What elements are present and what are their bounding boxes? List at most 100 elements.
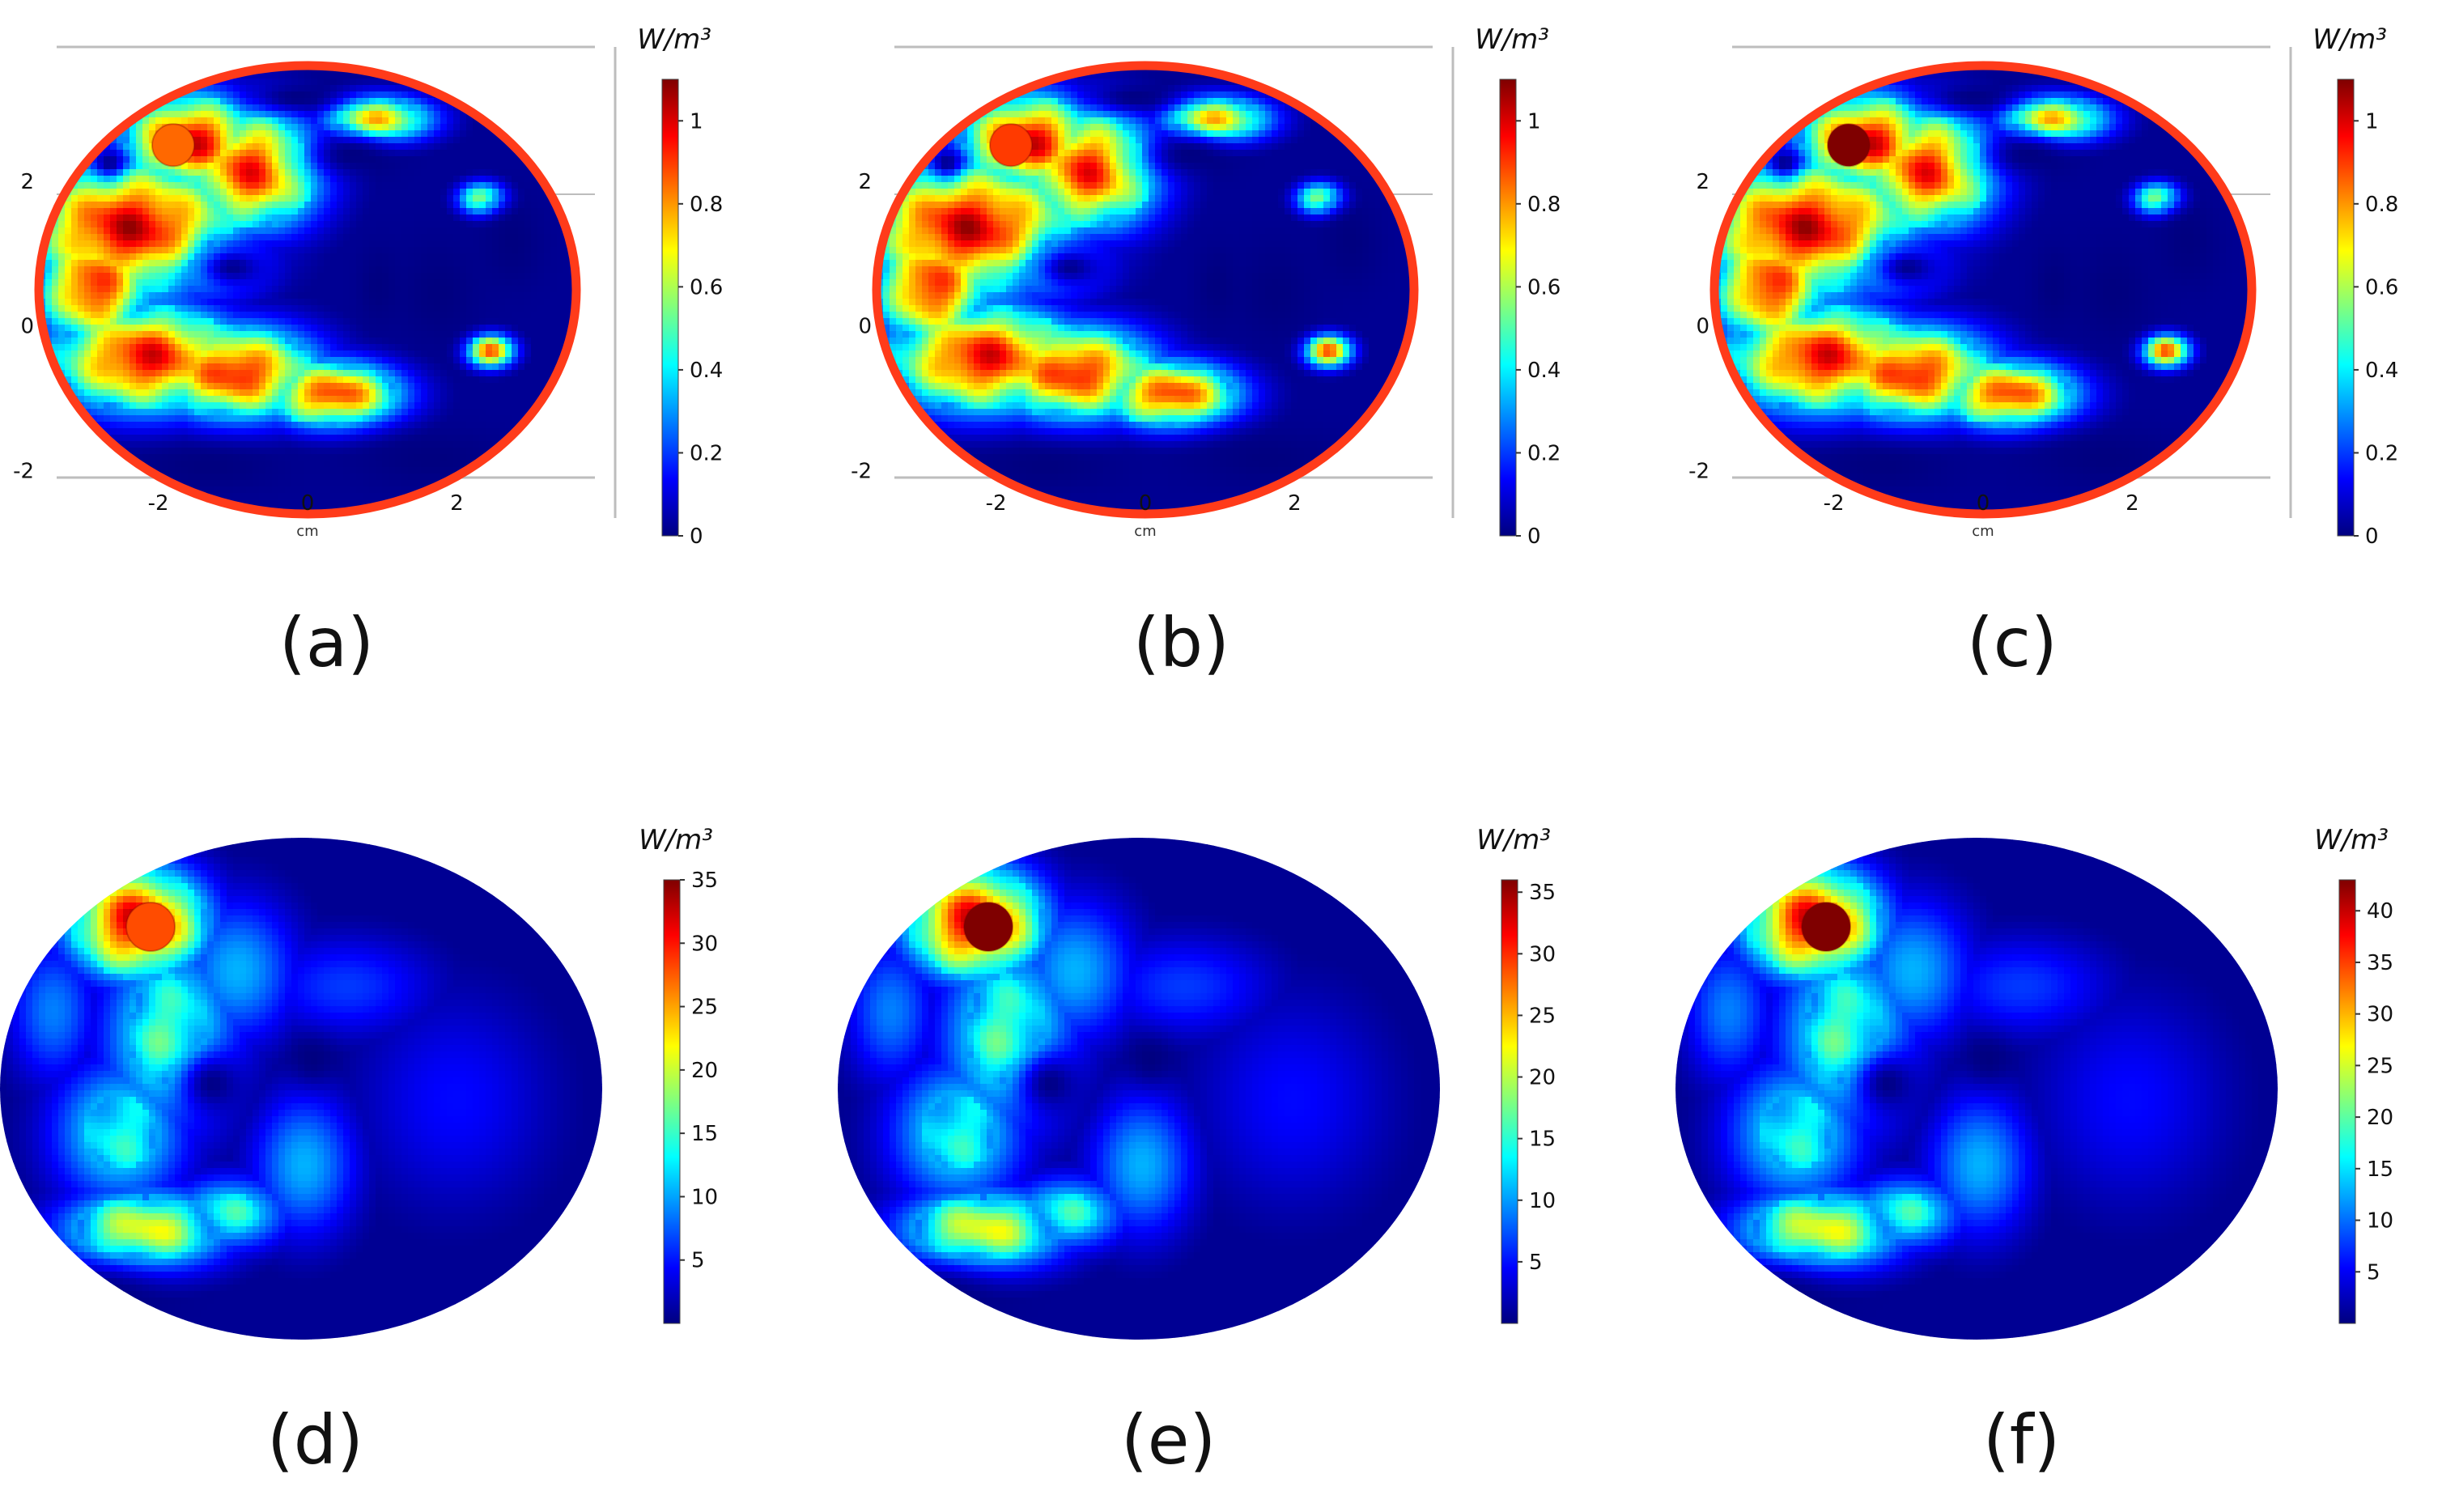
heatmap-f-cells — [1675, 838, 2278, 1340]
colorbar-tick-label: 20 — [2367, 1106, 2393, 1130]
colorbar-tick-label: 10 — [2367, 1209, 2393, 1234]
heatmap-f: W/m³ 5 10 15 20 25 30 35 40 — [1675, 824, 2393, 1340]
colorbar-gradient — [1499, 79, 1517, 537]
x-tick-label: -2 — [1824, 491, 1845, 516]
y-tick-label: -2 — [851, 459, 872, 483]
colorbar-unit: W/m³ — [639, 824, 713, 856]
panel-d: W/m³ 5 10 15 20 25 30 35 — [0, 801, 809, 1368]
colorbar-tick-label: 10 — [1529, 1189, 1556, 1213]
heatmap-e: W/m³ 5 10 15 20 25 30 35 — [838, 824, 1556, 1340]
heatmap-b-ticks: -2 0 2 2 0 -2 cm — [851, 170, 1302, 540]
inclusion-marker — [989, 123, 1033, 168]
x-tick-label: 2 — [450, 491, 464, 516]
caption-f: (f) — [1983, 1400, 2060, 1480]
colorbar-tick-label: 5 — [2367, 1260, 2380, 1285]
colorbar-tick-label: 20 — [691, 1059, 718, 1083]
y-tick-label: 2 — [1696, 170, 1709, 194]
colorbar-tick-label: 40 — [2367, 899, 2393, 924]
colorbar-unit: W/m³ — [1476, 824, 1551, 856]
colorbar-tick-label: 0.8 — [2365, 193, 2398, 217]
y-tick-label: 0 — [1696, 315, 1709, 339]
inclusion-marker — [1801, 902, 1851, 952]
heatmap-c: -2 0 2 2 0 -2 cm W/m³ 0 0.2 0.4 0.6 0.8 1 — [1688, 23, 2398, 549]
x-tick-label: 0 — [1977, 491, 1990, 516]
inclusion-marker — [125, 902, 176, 952]
colorbar-tick-label: 5 — [1529, 1251, 1543, 1275]
colorbar-unit: W/m³ — [2314, 824, 2389, 856]
panel-f: W/m³ 5 10 15 20 25 30 35 40 — [1675, 801, 2442, 1368]
colorbar-tick-label: 15 — [691, 1122, 718, 1146]
colorbar-tick-label: 0.6 — [690, 275, 723, 299]
y-tick-label: -2 — [1688, 459, 1709, 483]
heatmap-e-cells — [838, 838, 1440, 1340]
colorbar-tick-label: 35 — [2367, 951, 2393, 975]
heatmap-e-colorbar: W/m³ 5 10 15 20 25 30 35 — [1476, 824, 1556, 1324]
x-axis-label: cm — [1972, 523, 1994, 540]
colorbar-tick-label: 20 — [1529, 1066, 1556, 1090]
colorbar-tick-label: 0 — [1527, 525, 1541, 549]
colorbar-tick-label: 0.2 — [2365, 441, 2398, 465]
colorbar-tick-label: 10 — [691, 1185, 718, 1209]
x-axis-label: cm — [1134, 523, 1156, 540]
heatmap-b: -2 0 2 2 0 -2 cm W/m³ 0 0.2 0.4 0.6 0.8 1 — [851, 23, 1561, 549]
colorbar-tick-label: 1 — [690, 109, 703, 134]
colorbar-tick-label: 0.8 — [690, 193, 723, 217]
colorbar-unit: W/m³ — [1475, 23, 1549, 56]
colorbar-unit: W/m³ — [637, 23, 711, 56]
heatmap-b-colorbar: W/m³ 0 0.2 0.4 0.6 0.8 1 — [1475, 23, 1561, 549]
colorbar-tick-label: 25 — [2367, 1054, 2393, 1078]
heatmap-a: -2 0 2 2 0 -2 cm W/m³ 0 0.2 0.4 0.6 0.8 1 — [13, 23, 723, 549]
caption-c: (c) — [1967, 603, 2058, 682]
colorbar-tick-label: 1 — [1527, 109, 1541, 134]
colorbar-tick-label: 25 — [691, 996, 718, 1020]
caption-a: (a) — [279, 603, 374, 682]
heatmap-a-colorbar: W/m³ 0 0.2 0.4 0.6 0.8 1 — [637, 23, 723, 549]
colorbar-tick-label: 30 — [691, 932, 718, 956]
heatmap-d: W/m³ 5 10 15 20 25 30 35 — [0, 824, 718, 1340]
x-tick-label: 2 — [2126, 491, 2139, 516]
colorbar-gradient — [663, 879, 681, 1324]
colorbar-tick-label: 0 — [690, 525, 703, 549]
colorbar-tick-label: 0.2 — [690, 441, 723, 465]
x-tick-label: 0 — [1139, 491, 1153, 516]
heatmap-c-colorbar: W/m³ 0 0.2 0.4 0.6 0.8 1 — [2312, 23, 2398, 549]
x-tick-label: -2 — [986, 491, 1007, 516]
heatmap-d-cells — [0, 838, 602, 1340]
caption-d: (d) — [267, 1400, 363, 1480]
colorbar-tick-label: 0.4 — [1527, 359, 1561, 383]
y-tick-label: 2 — [20, 170, 34, 194]
x-tick-label: 0 — [301, 491, 315, 516]
y-tick-label: 0 — [20, 315, 34, 339]
y-tick-label: 0 — [858, 315, 872, 339]
colorbar-tick-label: 1 — [2365, 109, 2379, 134]
heatmap-d-colorbar: W/m³ 5 10 15 20 25 30 35 — [639, 824, 718, 1324]
colorbar-gradient — [661, 79, 679, 537]
outer-boundary-ring — [1709, 61, 2257, 519]
colorbar-tick-label: 0.6 — [1527, 275, 1561, 299]
panel-a: -2 0 2 2 0 -2 cm W/m³ 0 0.2 0.4 0.6 0.8 1 — [0, 0, 809, 615]
inclusion-marker — [963, 902, 1013, 952]
colorbar-tick-label: 0.8 — [1527, 193, 1561, 217]
colorbar-tick-label: 0 — [2365, 525, 2379, 549]
colorbar-tick-label: 0.4 — [2365, 359, 2398, 383]
colorbar-unit: W/m³ — [2312, 23, 2387, 56]
panel-b: -2 0 2 2 0 -2 cm W/m³ 0 0.2 0.4 0.6 0.8 1 — [838, 0, 1647, 615]
colorbar-tick-label: 30 — [1529, 942, 1556, 966]
colorbar-tick-label: 30 — [2367, 1003, 2393, 1027]
x-axis-label: cm — [296, 523, 318, 540]
colorbar-gradient — [2338, 879, 2356, 1324]
y-tick-label: -2 — [13, 459, 34, 483]
outer-boundary-ring — [34, 61, 581, 519]
inclusion-marker — [1827, 123, 1871, 168]
colorbar-tick-label: 0.2 — [1527, 441, 1561, 465]
inclusion-marker — [151, 123, 195, 168]
panel-c: -2 0 2 2 0 -2 cm W/m³ 0 0.2 0.4 0.6 0.8 1 — [1675, 0, 2442, 615]
colorbar-tick-label: 15 — [2367, 1157, 2393, 1182]
heatmap-f-colorbar: W/m³ 5 10 15 20 25 30 35 40 — [2314, 824, 2393, 1324]
colorbar-tick-label: 35 — [691, 869, 718, 893]
colorbar-tick-label: 35 — [1529, 881, 1556, 905]
colorbar-gradient — [1501, 879, 1518, 1324]
heatmap-a-ticks: -2 0 2 2 0 -2 cm — [13, 170, 464, 540]
colorbar-tick-label: 25 — [1529, 1004, 1556, 1028]
outer-boundary-ring — [872, 61, 1419, 519]
